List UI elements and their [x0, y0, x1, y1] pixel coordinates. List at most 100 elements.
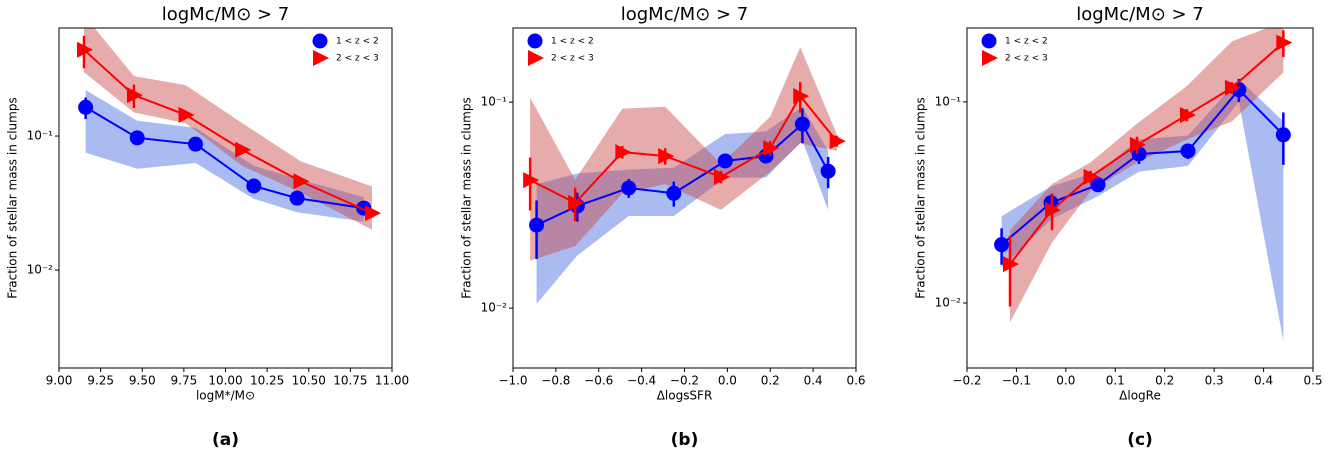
- marker: [794, 116, 810, 132]
- marker: [76, 41, 93, 58]
- x-tick-label: 0.2: [1155, 374, 1174, 388]
- band: [530, 47, 837, 261]
- marker: [1083, 168, 1100, 185]
- marker: [178, 106, 195, 123]
- marker: [1276, 34, 1293, 51]
- axes-frame: [966, 27, 1314, 369]
- line: [85, 106, 364, 210]
- marker: [621, 180, 637, 196]
- x-tick-label: −0.2: [952, 374, 981, 388]
- caption: (a): [212, 430, 239, 450]
- y-tick-label: 10⁻¹: [27, 129, 54, 143]
- plot-area: [523, 47, 846, 304]
- x-tick-label: 0.4: [1254, 374, 1273, 388]
- marker: [78, 99, 94, 115]
- x-tick-label: 10.50: [292, 374, 326, 388]
- marker: [1045, 201, 1062, 218]
- x-tick-label: −0.4: [627, 374, 656, 388]
- marker: [658, 148, 675, 165]
- line: [536, 122, 830, 226]
- marker: [982, 50, 998, 66]
- axes-frame: [58, 27, 393, 369]
- x-tick-label: 0.3: [1205, 374, 1224, 388]
- marker: [235, 141, 252, 158]
- x-tick-label: 11.00: [375, 374, 409, 388]
- x-tick-label: −0.8: [541, 374, 570, 388]
- x-tick-label: 9.00: [46, 374, 73, 388]
- marker: [763, 140, 780, 157]
- legend-label: 1 < z < 2: [551, 37, 594, 47]
- x-axis-label: ΔlogsSFR: [657, 389, 713, 403]
- x-tick-label: −1.0: [498, 374, 527, 388]
- legend-label: 2 < z < 3: [336, 54, 379, 64]
- marker: [1224, 79, 1241, 96]
- marker: [994, 237, 1010, 253]
- marker: [1275, 127, 1291, 143]
- y-tick-label: 10⁻²: [935, 295, 962, 309]
- y-axis-label: Fraction of stellar mass in clumps: [460, 97, 474, 298]
- chart-title: logMc/M⊙ > 7: [162, 4, 290, 25]
- x-tick-label: 0.1: [1106, 374, 1125, 388]
- x-tick-label: 0.2: [761, 374, 780, 388]
- marker: [1090, 177, 1106, 193]
- y-tick-label: 10⁻¹: [481, 95, 508, 109]
- x-tick-label: 0.5: [1303, 374, 1322, 388]
- chart-title: logMc/M⊙ > 7: [621, 4, 749, 25]
- marker: [713, 169, 730, 186]
- marker: [820, 163, 836, 179]
- marker: [1180, 143, 1196, 159]
- caption: (c): [1127, 430, 1153, 450]
- x-tick-label: 10.75: [333, 374, 367, 388]
- x-tick-label: 9.75: [171, 374, 198, 388]
- x-axis-label: logM*/M⊙: [196, 389, 255, 403]
- marker: [528, 50, 544, 66]
- marker: [717, 153, 733, 169]
- marker: [829, 133, 846, 150]
- y-tick-label: 10⁻²: [27, 263, 54, 277]
- x-tick-label: 9.25: [87, 374, 114, 388]
- caption: (b): [671, 430, 699, 450]
- x-tick-label: 0.6: [846, 374, 865, 388]
- x-tick-label: 0.0: [718, 374, 737, 388]
- marker: [1179, 106, 1196, 123]
- legend-label: 1 < z < 2: [1005, 37, 1048, 47]
- line: [529, 94, 838, 205]
- x-tick-label: 10.25: [250, 374, 284, 388]
- plot-area: [994, 28, 1293, 341]
- marker: [365, 205, 382, 222]
- x-axis-label: ΔlogRe: [1119, 389, 1161, 403]
- marker: [529, 217, 545, 233]
- x-tick-label: 10.00: [208, 374, 242, 388]
- legend-label: 2 < z < 3: [551, 54, 594, 64]
- legend-label: 2 < z < 3: [1005, 54, 1048, 64]
- marker: [289, 190, 305, 206]
- x-tick-label: −0.6: [584, 374, 613, 388]
- plot-area: [76, 28, 382, 230]
- marker: [188, 136, 204, 152]
- x-tick-label: 0.4: [804, 374, 823, 388]
- marker: [793, 88, 810, 105]
- y-tick-label: 10⁻²: [481, 301, 508, 315]
- marker: [666, 185, 682, 201]
- marker: [568, 194, 585, 211]
- marker: [313, 50, 329, 66]
- y-axis-label: Fraction of stellar mass in clumps: [914, 97, 928, 298]
- line: [83, 49, 373, 215]
- y-tick-label: 10⁻¹: [935, 94, 962, 108]
- marker: [126, 87, 143, 104]
- band: [1010, 28, 1284, 323]
- x-tick-label: 9.50: [129, 374, 156, 388]
- marker: [527, 33, 543, 49]
- marker: [312, 33, 328, 49]
- x-tick-label: −0.2: [670, 374, 699, 388]
- legend-label: 1 < z < 2: [336, 37, 379, 47]
- marker: [981, 33, 997, 49]
- x-tick-label: −0.1: [1002, 374, 1031, 388]
- x-tick-label: 0.0: [1056, 374, 1075, 388]
- y-axis-label: Fraction of stellar mass in clumps: [6, 97, 20, 298]
- axes-frame: [512, 27, 857, 369]
- marker: [129, 130, 145, 146]
- marker: [1130, 136, 1147, 153]
- chart-title: logMc/M⊙ > 7: [1076, 4, 1204, 25]
